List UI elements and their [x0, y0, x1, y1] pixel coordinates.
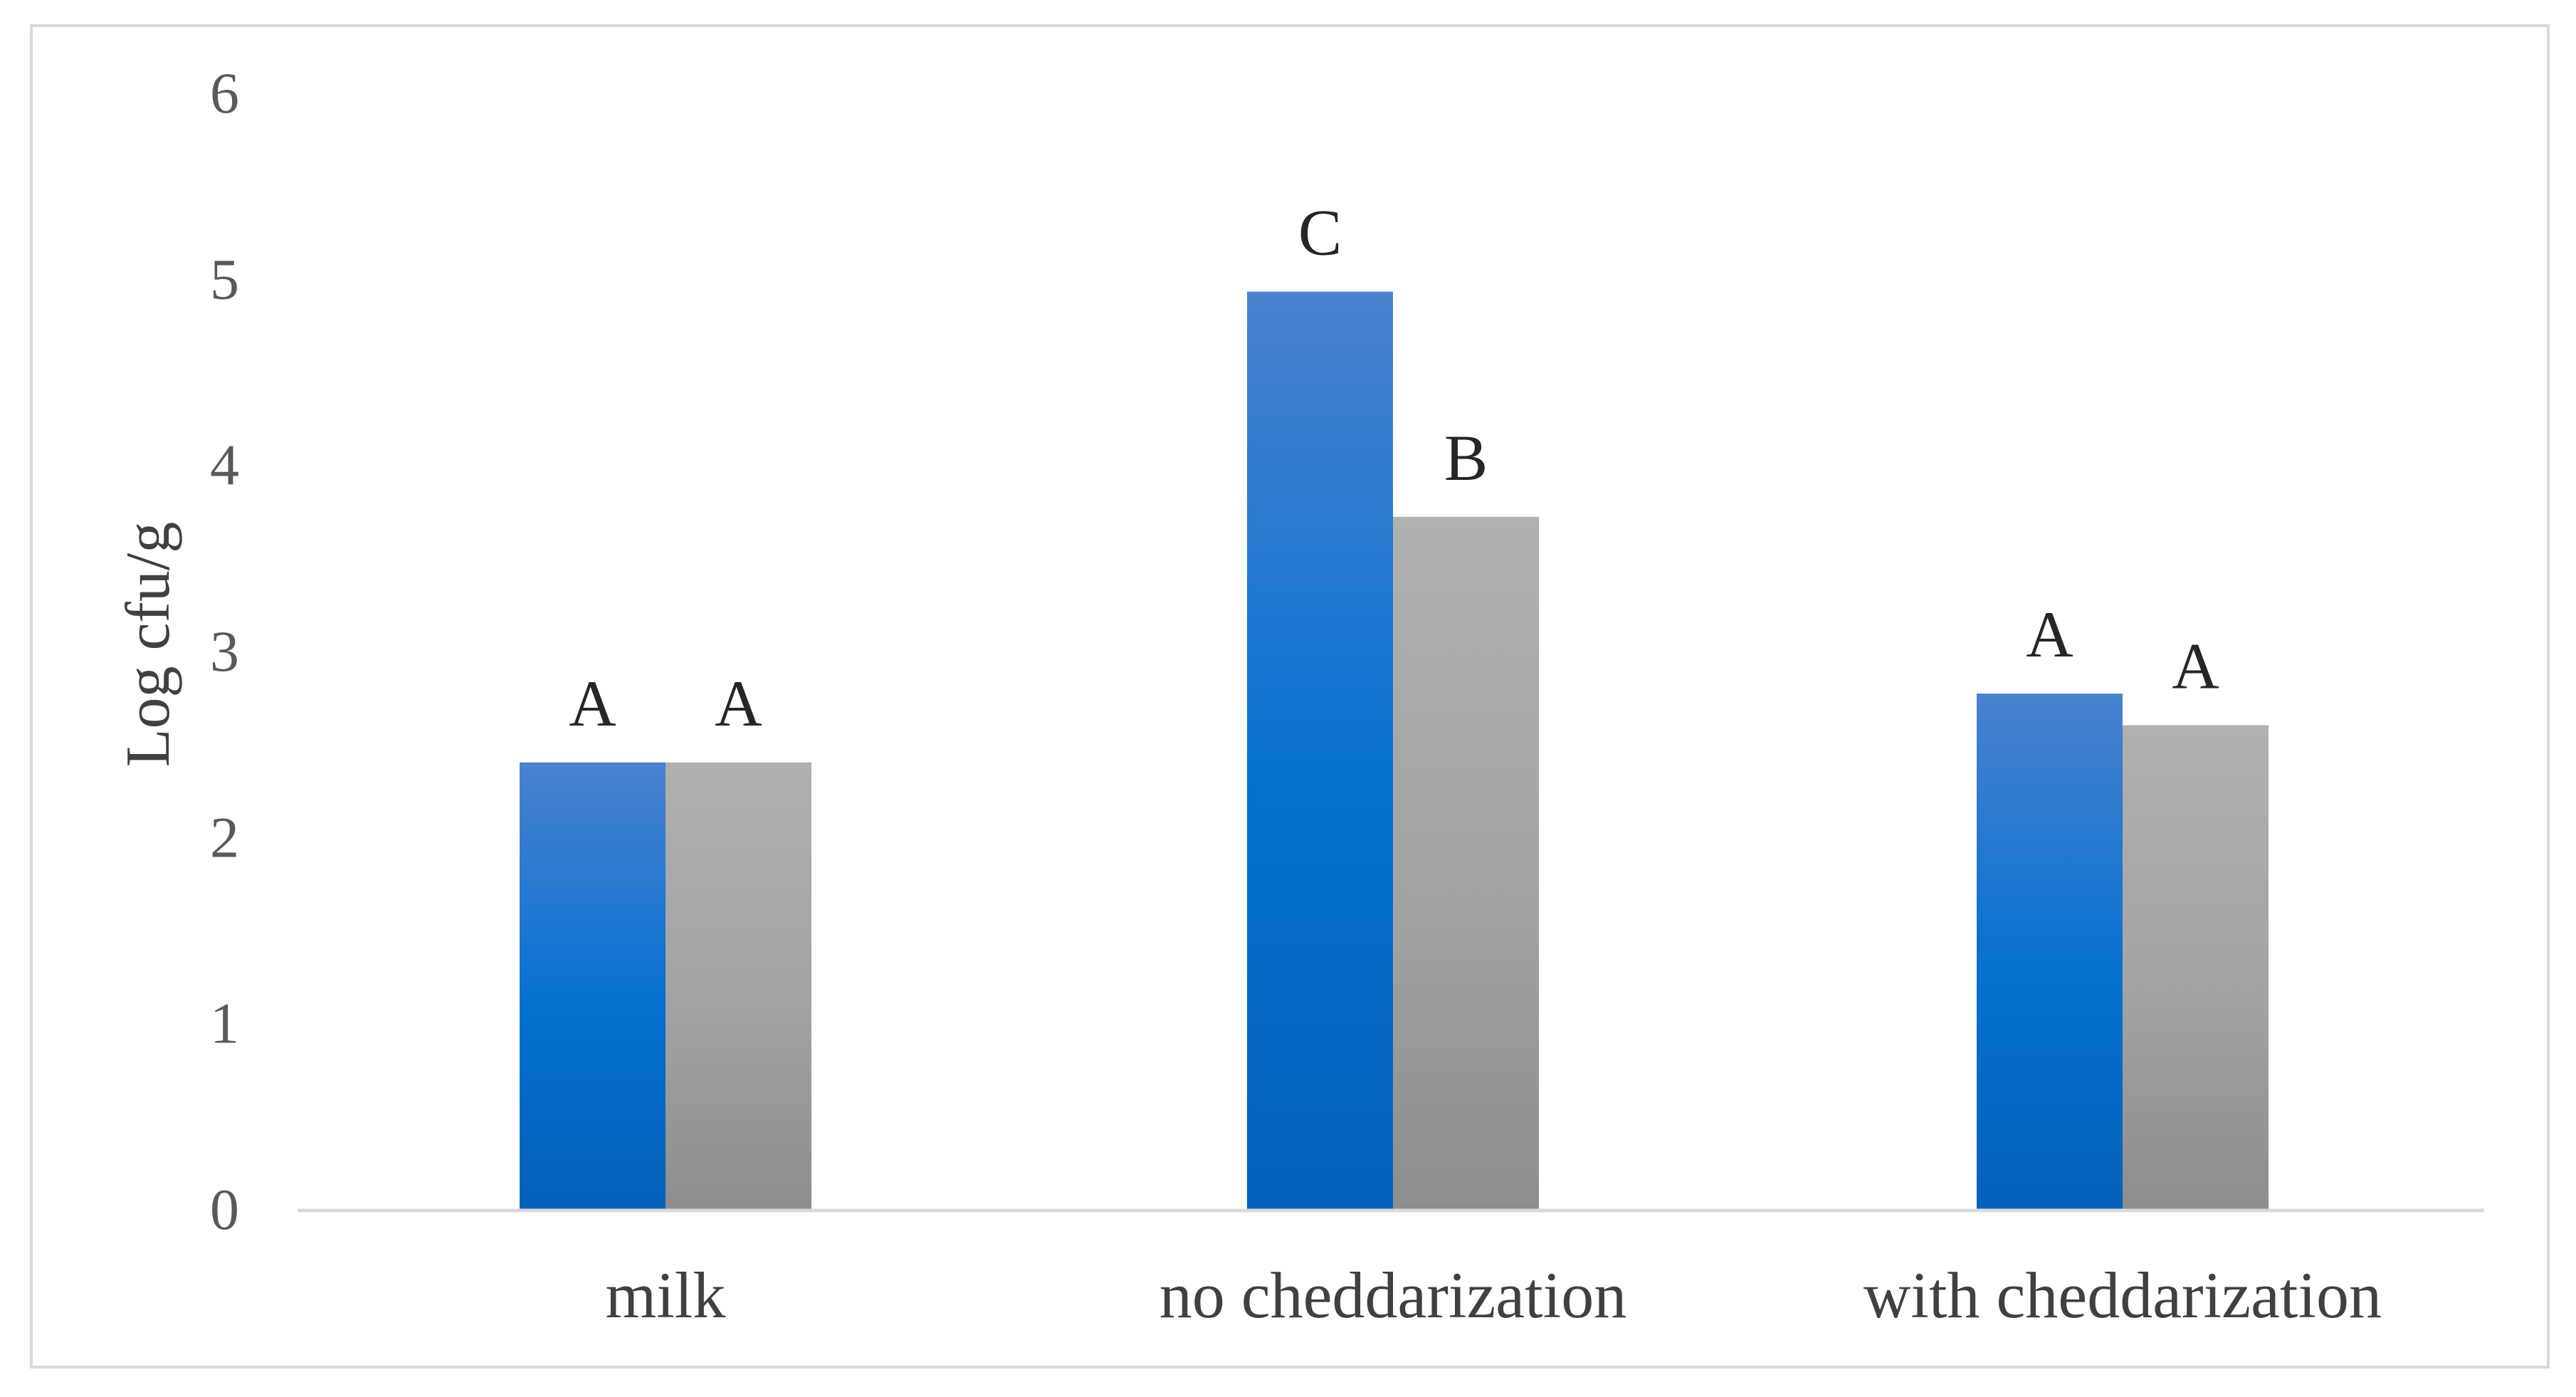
bars — [520, 291, 2269, 1209]
bar — [2123, 725, 2269, 1209]
bar-data-label: B — [1444, 422, 1488, 494]
bar-data-label: A — [2026, 598, 2073, 671]
x-axis-categories: milk no cheddarization with cheddarization — [606, 1259, 2382, 1331]
bar-data-label: C — [1298, 197, 1342, 269]
y-axis-ticks: 0 1 2 3 4 5 6 — [210, 61, 239, 1242]
bar — [1247, 291, 1393, 1209]
bar — [666, 762, 811, 1209]
x-category-label: no cheddarization — [1160, 1259, 1627, 1331]
y-tick-label: 0 — [210, 1177, 239, 1242]
y-tick-label: 6 — [210, 61, 239, 125]
y-tick-label: 3 — [210, 619, 239, 684]
x-category-label: with cheddarization — [1863, 1259, 2382, 1331]
bar-data-label: A — [569, 667, 616, 740]
bar-data-label: A — [2172, 630, 2219, 703]
y-axis-title: Log cfu/g — [114, 522, 183, 768]
y-tick-label: 2 — [210, 805, 239, 869]
y-tick-label: 5 — [210, 246, 239, 311]
x-category-label: milk — [606, 1259, 726, 1331]
bar — [1977, 694, 2123, 1209]
y-tick-label: 4 — [210, 433, 239, 498]
bar — [520, 762, 666, 1209]
y-tick-label: 1 — [210, 991, 239, 1056]
bar — [1393, 516, 1539, 1209]
bar-data-label: A — [715, 667, 762, 740]
bar-data-labels: A C A A B A — [569, 197, 2219, 740]
